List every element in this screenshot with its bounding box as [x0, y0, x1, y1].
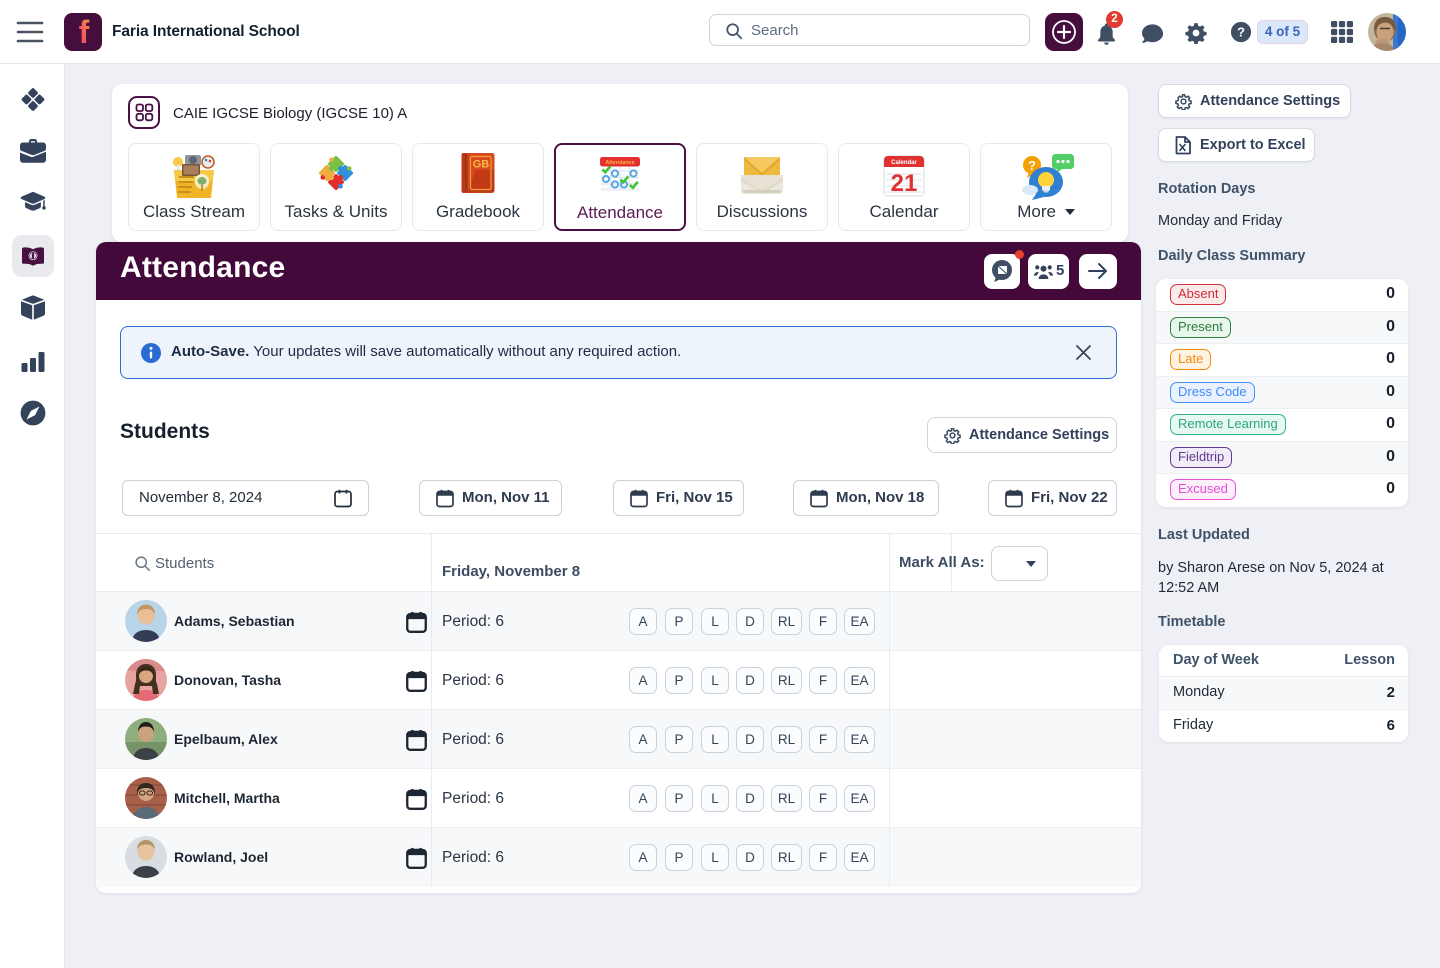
svg-text:Attendance: Attendance: [605, 160, 634, 166]
svg-text:21: 21: [891, 170, 918, 197]
svg-text:?: ?: [1028, 158, 1036, 173]
svg-text:f: f: [79, 14, 90, 50]
svg-text:?: ?: [1237, 25, 1245, 40]
svg-text:Calendar: Calendar: [891, 160, 917, 166]
svg-text:GB: GB: [473, 159, 490, 171]
